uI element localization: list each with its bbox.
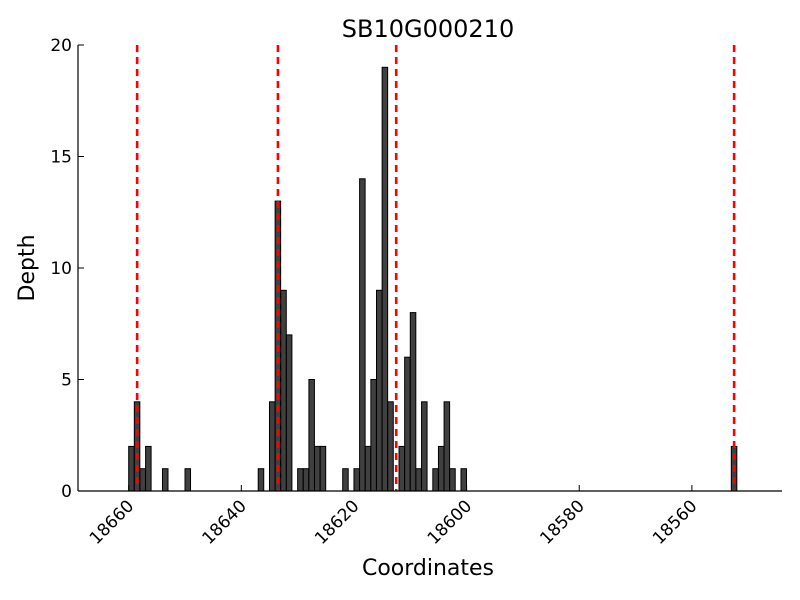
x-tick-label: 18640 <box>198 496 250 548</box>
bar <box>370 379 377 492</box>
bar <box>184 468 192 492</box>
bar <box>285 334 293 492</box>
bar <box>437 445 445 492</box>
bar <box>297 468 304 492</box>
x-axis-title: Coordinates <box>362 556 494 581</box>
bar <box>404 356 411 492</box>
x-tick-label: 18660 <box>86 496 138 548</box>
bar <box>415 468 422 492</box>
bar <box>409 312 417 492</box>
x-tick-label: 18600 <box>424 496 476 548</box>
x-tick-label: 18620 <box>311 496 363 548</box>
bar <box>139 468 146 492</box>
bar <box>381 66 389 492</box>
bar <box>376 289 383 492</box>
axes-layer <box>77 45 782 492</box>
bar <box>443 401 451 492</box>
bar <box>145 445 152 492</box>
y-tick-label: 20 <box>50 36 72 56</box>
bar <box>421 401 428 492</box>
bar <box>302 468 310 492</box>
bar <box>319 445 327 492</box>
chart-title: SB10G000210 <box>342 15 514 43</box>
bar <box>364 445 372 492</box>
x-tick-label: 18560 <box>649 496 701 548</box>
y-tick-label: 15 <box>50 148 72 168</box>
bar <box>308 379 315 492</box>
bar <box>128 445 135 492</box>
bar <box>353 468 360 492</box>
bar <box>257 468 265 492</box>
bar <box>280 289 287 492</box>
bar <box>460 468 468 492</box>
bar <box>398 445 406 492</box>
bar <box>268 401 276 492</box>
y-tick-label: 10 <box>50 259 72 279</box>
bar <box>314 445 321 492</box>
y-tick-label: 5 <box>61 371 72 391</box>
bar <box>432 468 439 492</box>
bar <box>449 468 456 492</box>
y-axis-title: Depth <box>15 234 40 301</box>
bar <box>342 468 349 492</box>
bars-layer <box>128 66 738 492</box>
bar <box>387 401 394 492</box>
y-tick-label: 0 <box>61 482 72 502</box>
bar <box>161 468 169 492</box>
bar <box>359 178 366 492</box>
x-tick-label: 18580 <box>536 496 588 548</box>
reference-lines-layer <box>135 45 736 491</box>
